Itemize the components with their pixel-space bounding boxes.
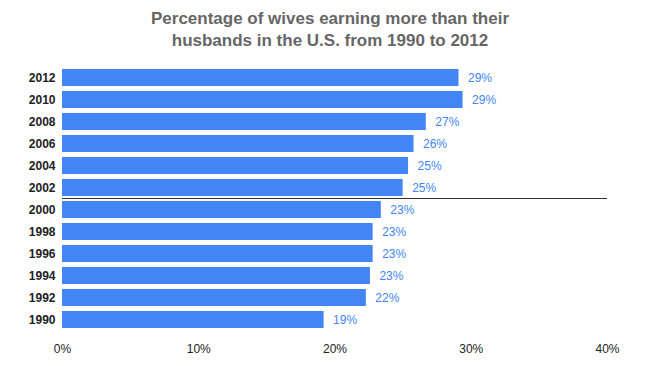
svg-text:1996: 1996 [29,247,56,261]
svg-text:26%: 26% [423,137,447,151]
svg-text:29%: 29% [468,71,492,85]
svg-text:25%: 25% [412,181,436,195]
svg-text:2010: 2010 [29,93,56,107]
svg-text:1998: 1998 [29,225,56,239]
svg-text:30%: 30% [459,342,483,356]
svg-text:23%: 23% [390,203,414,217]
svg-text:19%: 19% [333,313,357,327]
svg-text:40%: 40% [595,342,619,356]
svg-text:2002: 2002 [29,181,56,195]
svg-text:2006: 2006 [29,137,56,151]
svg-text:29%: 29% [472,93,496,107]
svg-text:27%: 27% [435,115,459,129]
svg-text:10%: 10% [187,342,211,356]
svg-text:22%: 22% [375,291,399,305]
svg-text:25%: 25% [418,159,442,173]
svg-text:23%: 23% [379,269,403,283]
svg-text:23%: 23% [382,247,406,261]
svg-text:20%: 20% [323,342,347,356]
svg-text:23%: 23% [382,225,406,239]
svg-text:2004: 2004 [29,159,56,173]
svg-text:2000: 2000 [29,203,56,217]
svg-text:1994: 1994 [29,269,56,283]
html-text:Percentage of wives earning mo: Percentage of wives earning more than th… [151,9,509,50]
svg-text:2012: 2012 [29,71,56,85]
svg-text:1992: 1992 [29,291,56,305]
svg-text:2008: 2008 [29,115,56,129]
svg-text:0%: 0% [54,342,72,356]
svg-text:1990: 1990 [29,313,56,327]
